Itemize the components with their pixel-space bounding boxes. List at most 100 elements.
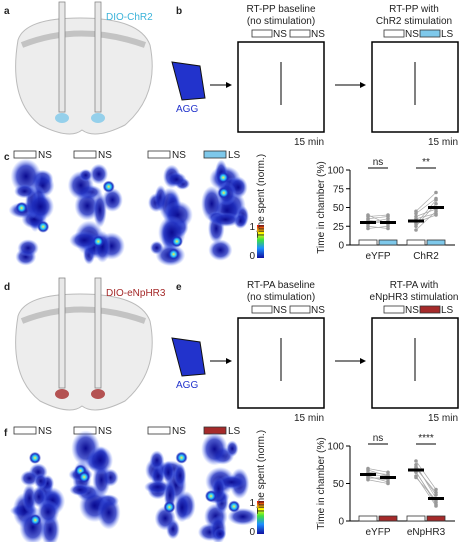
optic-fiber <box>94 1 102 113</box>
heat-hotspot <box>29 451 42 464</box>
heat-blob <box>162 461 175 484</box>
mouse-icon <box>171 61 206 101</box>
panel-label: e <box>176 282 182 293</box>
paired-line <box>367 471 389 475</box>
panel-label: d <box>4 282 10 293</box>
animal-label: AGG <box>176 380 198 391</box>
panel-label: c <box>4 152 10 163</box>
cortex <box>20 306 146 324</box>
condition-box <box>73 150 97 159</box>
condition-box <box>251 29 273 38</box>
baseline-title: RT-PP baseline <box>246 4 316 15</box>
x-tick-label: ChR2 <box>413 251 439 262</box>
data-point <box>414 228 418 232</box>
y-tick-label: 100 <box>327 442 344 453</box>
data-point <box>414 459 418 463</box>
condition-box <box>358 515 378 522</box>
optic-fiber <box>94 277 102 389</box>
brain <box>15 17 153 135</box>
condition-box <box>13 426 37 435</box>
panel-label: f <box>4 428 8 439</box>
optic-fiber <box>58 1 66 113</box>
baseline-title: RT-PA baseline <box>247 280 315 291</box>
condition-box <box>426 515 446 522</box>
heat-hotspot <box>163 501 176 514</box>
condition-box <box>419 29 441 38</box>
heat-blob <box>26 192 55 221</box>
condition-label: NS <box>98 150 112 161</box>
arrowhead <box>360 358 366 364</box>
brain <box>15 293 153 411</box>
paired-line <box>367 216 389 220</box>
construct-label: DIO-eNpHR3 <box>106 288 166 299</box>
mouse-icon <box>171 337 206 377</box>
injection-site <box>91 389 105 399</box>
heat-hotspot <box>92 235 105 248</box>
paired-line <box>415 208 437 217</box>
baseline-title: (no stimulation) <box>247 292 315 303</box>
duration: 15 min <box>428 137 458 148</box>
colorbar <box>257 501 264 534</box>
condition-label: LS <box>228 150 241 161</box>
heat-hotspot <box>102 180 115 193</box>
condition-label: NS <box>38 150 52 161</box>
paired-line <box>367 214 389 217</box>
data-point <box>434 201 438 206</box>
y-axis-label: Time in chamber (%) <box>316 161 327 253</box>
heat-hotspot <box>15 201 28 214</box>
stim-title: eNpHR3 stimulation <box>370 292 459 303</box>
condition-box <box>406 239 426 246</box>
y-tick-label: 100 <box>327 166 344 177</box>
colorbar-min: 0 <box>249 527 255 538</box>
y-tick-label: 75 <box>333 184 345 195</box>
condition-box <box>426 239 446 246</box>
data-point <box>386 480 390 484</box>
condition-box <box>203 150 227 159</box>
heat-blob <box>210 212 241 227</box>
data-point <box>386 213 390 217</box>
paired-line <box>415 477 437 501</box>
condition-box <box>378 515 398 522</box>
stim-title: ChR2 stimulation <box>376 16 452 27</box>
y-tick-label: 0 <box>338 517 344 528</box>
condition-label: NS <box>311 305 325 316</box>
condition-label: NS <box>273 29 287 40</box>
condition-box <box>289 29 311 38</box>
construct-label: DIO-ChR2 <box>106 12 153 23</box>
heat-blob <box>87 445 114 475</box>
x-tick-label: eNpHR3 <box>407 527 446 538</box>
data-point <box>434 211 438 216</box>
duration: 15 min <box>294 413 324 424</box>
heat-blob <box>78 168 93 182</box>
x-tick-label: eYFP <box>365 527 390 538</box>
heat-hotspot <box>217 186 230 199</box>
arena <box>371 41 459 133</box>
heat-blob <box>97 495 121 530</box>
data-point <box>414 475 418 480</box>
y-tick-label: 50 <box>333 479 345 490</box>
arrowhead <box>226 358 232 364</box>
panel-label: a <box>4 6 10 17</box>
heat-blob <box>69 231 100 250</box>
condition-label: LS <box>441 305 454 316</box>
baseline-title: (no stimulation) <box>247 16 315 27</box>
condition-label: NS <box>172 150 186 161</box>
heat-blob <box>173 463 187 488</box>
condition-box <box>251 305 273 314</box>
heat-blob <box>14 184 36 199</box>
paired-line <box>415 460 437 490</box>
heat-blob <box>17 239 39 257</box>
data-point <box>434 190 438 195</box>
colorbar <box>257 225 264 258</box>
y-tick-label: 0 <box>338 241 344 252</box>
data-point <box>434 490 438 495</box>
condition-label: NS <box>405 29 419 40</box>
heat-blob <box>102 187 123 212</box>
condition-box <box>383 305 405 314</box>
heat-blob <box>174 492 191 523</box>
data-point <box>434 487 438 492</box>
colorbar-title: Time spent (norm.) <box>256 154 267 238</box>
heat-hotspot <box>37 220 50 233</box>
significance-label: ns <box>373 433 384 444</box>
